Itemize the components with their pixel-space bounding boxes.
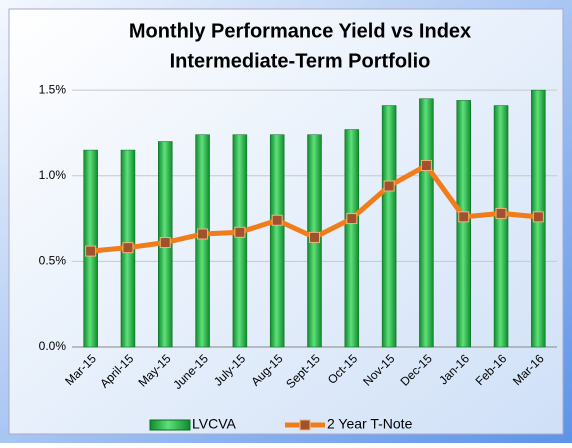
marker	[85, 245, 97, 257]
marker	[458, 211, 470, 223]
marker	[197, 228, 209, 240]
bar	[493, 105, 509, 348]
marker	[383, 180, 395, 192]
marker	[532, 211, 544, 223]
marker	[159, 237, 171, 249]
marker	[271, 214, 283, 226]
marker	[346, 213, 358, 225]
y-tick-label: 0.0%	[39, 339, 67, 353]
marker	[309, 231, 320, 243]
bar	[232, 134, 248, 348]
y-tick-label: 1.0%	[39, 168, 67, 182]
legend-label: LVCVA	[192, 416, 236, 432]
bar	[195, 134, 210, 348]
marker	[122, 242, 134, 254]
marker	[495, 207, 507, 219]
chart-title: Monthly Performance Yield vs Index	[129, 20, 471, 42]
bar	[381, 105, 397, 348]
bar	[456, 100, 471, 348]
marker	[234, 226, 246, 238]
chart-subtitle: Intermediate-Term Portfolio	[170, 50, 431, 72]
legend-swatch	[299, 419, 311, 431]
bar	[344, 129, 360, 348]
legend-swatch	[149, 419, 191, 431]
legend-label: 2 Year T-Note	[327, 416, 413, 432]
marker	[420, 159, 432, 171]
bar	[419, 98, 434, 348]
y-tick-label: 0.5%	[39, 254, 67, 268]
bar	[269, 134, 285, 348]
y-tick-label: 1.5%	[39, 82, 67, 96]
